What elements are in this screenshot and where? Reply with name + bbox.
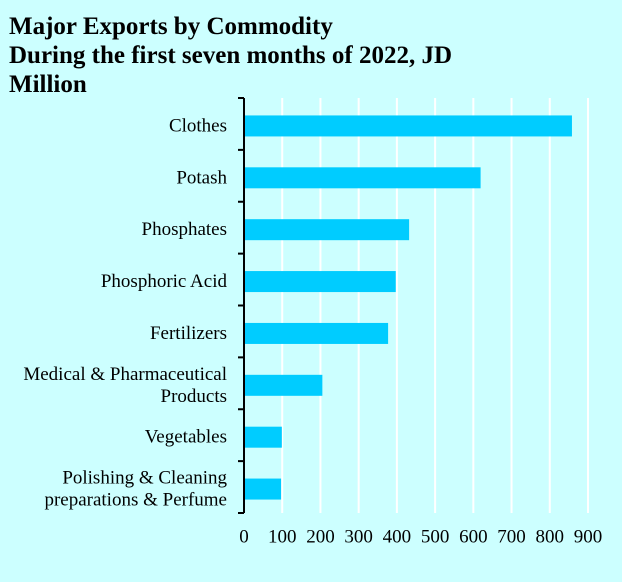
category-label: Potash xyxy=(176,167,227,188)
bar xyxy=(244,219,410,241)
bar xyxy=(244,322,389,344)
x-tick-label: 600 xyxy=(459,527,488,548)
bar xyxy=(244,426,282,448)
bar xyxy=(244,271,396,293)
x-tick-label: 400 xyxy=(383,527,412,548)
chart-title-line-1: Major Exports by Commodity xyxy=(9,13,333,40)
x-tick-label: 500 xyxy=(421,527,450,548)
x-tick-label: 200 xyxy=(306,527,335,548)
category-label: Clothes xyxy=(169,115,227,136)
category-label: Polishing & Cleaning xyxy=(62,468,227,489)
chart-title: Major Exports by Commodity During the fi… xyxy=(9,12,609,99)
bar xyxy=(244,115,572,137)
x-tick-label: 100 xyxy=(268,527,297,548)
chart-title-line-3: Million xyxy=(9,71,87,98)
bar xyxy=(244,478,282,500)
category-label: preparations & Perfume xyxy=(44,490,227,511)
category-label: Vegetables xyxy=(145,427,227,448)
category-label: Fertilizers xyxy=(150,323,227,344)
bar xyxy=(244,374,323,396)
x-tick-label: 0 xyxy=(239,527,249,548)
x-tick-label: 900 xyxy=(574,527,603,548)
x-tick-label: 300 xyxy=(344,527,373,548)
x-tick-label: 700 xyxy=(497,527,526,548)
bar xyxy=(244,167,481,189)
category-label: Medical & Pharmaceutical xyxy=(23,364,227,385)
category-label: Products xyxy=(161,386,228,407)
chart-title-line-2: During the first seven months of 2022, J… xyxy=(9,42,453,69)
x-tick-label: 800 xyxy=(536,527,565,548)
category-label: Phosphates xyxy=(142,219,228,240)
category-label: Phosphoric Acid xyxy=(101,271,228,292)
